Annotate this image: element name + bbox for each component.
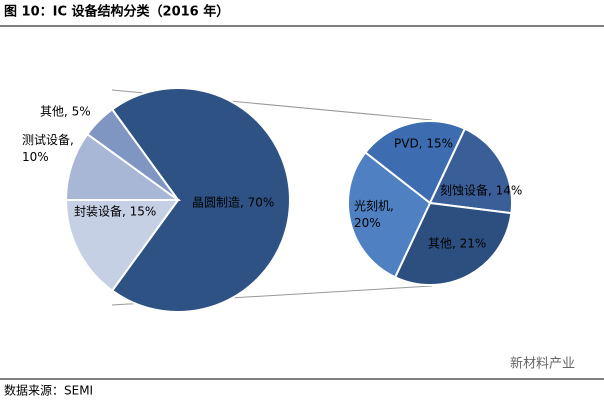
pie-slice xyxy=(428,127,513,215)
data-label: 刻蚀设备, 14% xyxy=(440,184,522,198)
pie-slice xyxy=(64,199,180,293)
pie-slice xyxy=(347,151,432,279)
data-label: 测试设备, 10% xyxy=(22,132,74,164)
data-label: 光刻机, 20% xyxy=(354,199,394,230)
watermark: 新材料产业 xyxy=(510,356,575,372)
data-label: PVD, 15% xyxy=(394,137,453,151)
data-label: 封装设备, 15% xyxy=(74,205,156,219)
source: 数据来源：SEMI xyxy=(4,383,93,398)
pie-slice xyxy=(363,120,467,205)
pie-slice xyxy=(85,107,179,201)
data-label: 晶圆制造, 70% xyxy=(192,196,274,210)
pie-slice xyxy=(110,87,291,313)
pie-slice xyxy=(393,201,513,286)
data-label: 其他, 5% xyxy=(40,105,91,119)
data-label: 其他, 21% xyxy=(428,237,486,251)
chart-title: 图 10：IC 设备结构分类（2016 年） xyxy=(4,4,229,20)
